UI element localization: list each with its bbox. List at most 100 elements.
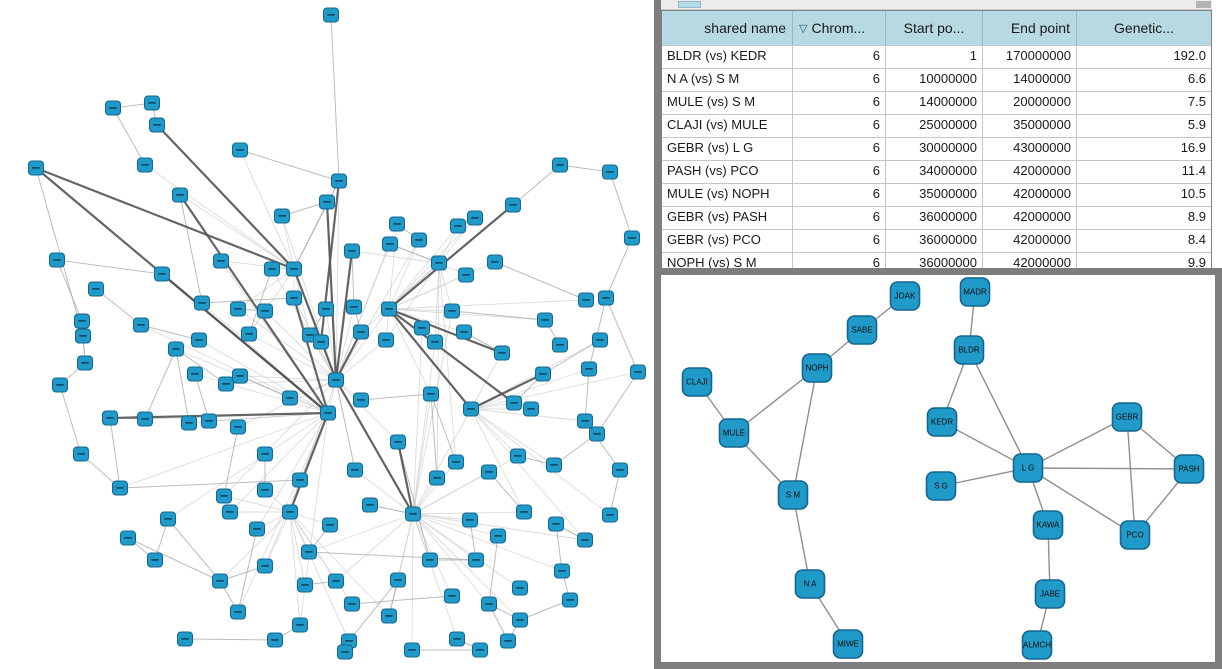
network-node[interactable] — [381, 608, 397, 624]
network-node[interactable] — [274, 208, 290, 224]
network-node[interactable] — [88, 281, 104, 297]
table-cell[interactable]: GEBR (vs) L G — [662, 138, 793, 160]
table-cell[interactable]: GEBR (vs) PCO — [662, 230, 793, 252]
network-node[interactable] — [49, 252, 65, 268]
network-node[interactable] — [160, 511, 176, 527]
table-row[interactable]: MULE (vs) S M 6 14000000 20000000 7.5 — [662, 91, 1211, 114]
scrollbar-end-button[interactable] — [1196, 1, 1211, 8]
network-node[interactable] — [592, 332, 608, 348]
network-node[interactable] — [449, 631, 465, 647]
network-node[interactable] — [458, 267, 474, 283]
table-cell[interactable]: 8.9 — [1187, 209, 1206, 224]
network-node[interactable] — [337, 644, 353, 660]
table-cell[interactable]: 30000000 — [886, 138, 983, 160]
network-node[interactable] — [612, 462, 628, 478]
network-node[interactable]: KAWA — [1032, 510, 1064, 540]
network-node[interactable]: JABE — [1034, 579, 1066, 609]
table-cell[interactable]: 6 — [793, 184, 886, 206]
table-cell[interactable]: CLAJI (vs) MULE — [662, 115, 793, 137]
network-node[interactable] — [230, 419, 246, 435]
network-node[interactable] — [154, 266, 170, 282]
network-node[interactable] — [378, 332, 394, 348]
network-node[interactable] — [589, 426, 605, 442]
main-network-canvas[interactable] — [0, 0, 650, 669]
network-node[interactable] — [133, 317, 149, 333]
table-cell[interactable]: MULE (vs) S M — [662, 92, 793, 114]
table-cell[interactable]: N A (vs) S M — [662, 69, 793, 91]
network-node[interactable] — [548, 516, 564, 532]
network-node[interactable] — [505, 197, 521, 213]
column-header-shared-name[interactable]: shared name — [662, 11, 793, 45]
network-node[interactable]: BLDR — [953, 335, 985, 365]
network-node[interactable] — [487, 254, 503, 270]
table-row[interactable]: BLDR (vs) KEDR 6 1 170000000 192.0 — [662, 45, 1211, 68]
table-cell[interactable]: 20000000 — [983, 92, 1077, 114]
table-cell[interactable]: 42000000 — [983, 207, 1077, 229]
network-node[interactable] — [201, 413, 217, 429]
table-row[interactable]: PASH (vs) PCO 6 34000000 42000000 11.4 — [662, 160, 1211, 183]
network-node[interactable]: MULE — [718, 418, 750, 448]
network-node[interactable] — [230, 604, 246, 620]
network-node[interactable] — [346, 299, 362, 315]
table-cell[interactable]: 6.6 — [1187, 71, 1206, 86]
network-node[interactable] — [323, 7, 339, 23]
column-header-chromosome[interactable]: ▽ Chrom... — [793, 11, 886, 45]
table-cell[interactable]: 42000000 — [983, 184, 1077, 206]
network-node[interactable]: KEDR — [926, 407, 958, 437]
network-node[interactable] — [286, 290, 302, 306]
network-node[interactable] — [292, 472, 308, 488]
network-node[interactable] — [382, 236, 398, 252]
network-node[interactable] — [322, 517, 338, 533]
table-cell[interactable]: BLDR (vs) KEDR — [662, 46, 793, 68]
network-node[interactable]: SABE — [846, 315, 878, 345]
table-cell[interactable]: 10.5 — [1180, 186, 1206, 201]
table-cell[interactable]: 6 — [793, 46, 886, 68]
network-node[interactable] — [191, 332, 207, 348]
network-node[interactable] — [112, 480, 128, 496]
table-cell[interactable]: 10000000 — [886, 69, 983, 91]
network-node[interactable] — [598, 290, 614, 306]
table-cell[interactable]: 35000000 — [886, 184, 983, 206]
network-node[interactable] — [578, 292, 594, 308]
network-node[interactable] — [168, 341, 184, 357]
table-cell[interactable]: 34000000 — [886, 161, 983, 183]
table-cell[interactable]: 42000000 — [983, 230, 1077, 252]
table-cell[interactable]: 42000000 — [983, 161, 1077, 183]
network-node[interactable] — [28, 160, 44, 176]
network-node[interactable] — [353, 324, 369, 340]
table-cell[interactable]: 43000000 — [983, 138, 1077, 160]
network-node[interactable] — [257, 446, 273, 462]
network-node[interactable]: ALMCH — [1021, 630, 1053, 660]
network-node[interactable] — [429, 470, 445, 486]
network-node[interactable] — [546, 457, 562, 473]
network-node[interactable] — [328, 372, 344, 388]
network-node[interactable]: S G — [925, 471, 957, 501]
network-node[interactable] — [390, 434, 406, 450]
network-node[interactable] — [431, 255, 447, 271]
network-node[interactable] — [257, 303, 273, 319]
scrollbar-thumb[interactable] — [678, 1, 701, 8]
network-node[interactable] — [602, 164, 618, 180]
network-node[interactable] — [328, 573, 344, 589]
network-node[interactable] — [257, 482, 273, 498]
table-cell[interactable]: 36000000 — [886, 207, 983, 229]
table-cell[interactable]: 5.9 — [1187, 117, 1206, 132]
network-node[interactable] — [181, 415, 197, 431]
network-node[interactable] — [422, 552, 438, 568]
network-node[interactable] — [344, 596, 360, 612]
network-node[interactable]: MADR — [959, 277, 991, 307]
network-node[interactable] — [602, 507, 618, 523]
network-node[interactable] — [347, 462, 363, 478]
column-header-start-position[interactable]: Start po... — [886, 11, 983, 45]
network-node[interactable] — [577, 532, 593, 548]
table-cell[interactable]: NOPH (vs) S M — [662, 253, 793, 275]
filter-icon[interactable]: ▽ — [799, 22, 808, 35]
network-node[interactable] — [552, 337, 568, 353]
network-node[interactable]: L G — [1012, 453, 1044, 483]
network-node[interactable] — [137, 157, 153, 173]
network-node[interactable] — [213, 253, 229, 269]
network-node[interactable] — [405, 506, 421, 522]
table-cell[interactable]: 6 — [793, 161, 886, 183]
network-node[interactable] — [320, 405, 336, 421]
network-node[interactable] — [257, 558, 273, 574]
